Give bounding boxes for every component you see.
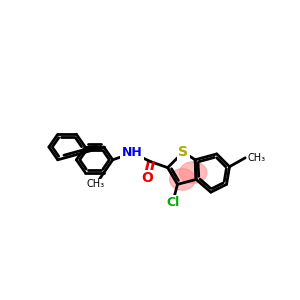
Text: NH: NH — [122, 146, 143, 159]
Text: O: O — [141, 172, 153, 185]
Ellipse shape — [169, 169, 195, 190]
Text: Cl: Cl — [166, 196, 179, 209]
Text: S: S — [178, 145, 188, 159]
Text: CH₃: CH₃ — [247, 153, 265, 163]
Ellipse shape — [179, 162, 207, 183]
Text: CH₃: CH₃ — [87, 179, 105, 189]
